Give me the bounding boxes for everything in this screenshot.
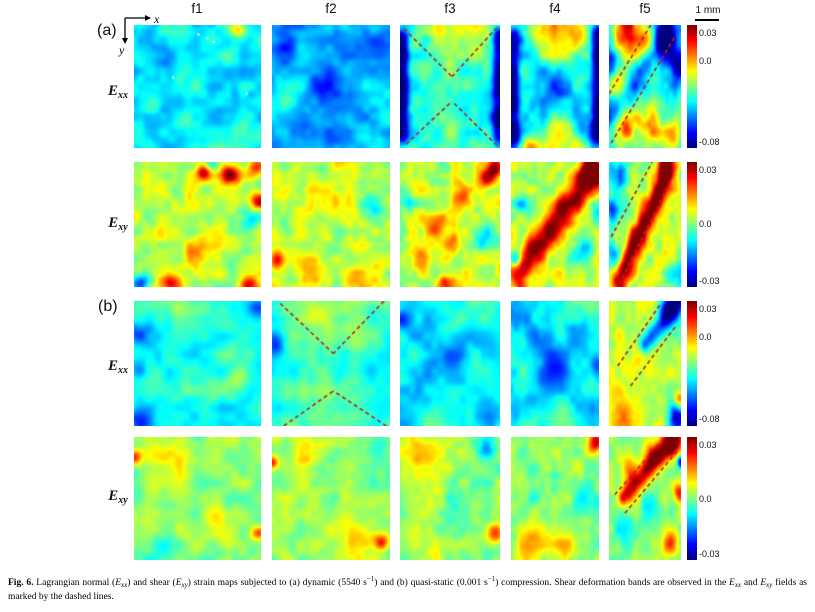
column-label-f4: f4 <box>549 1 561 16</box>
colorbar-tick-label: -0.03 <box>699 549 720 559</box>
caption-segment: Lagrangian normal ( <box>33 578 116 588</box>
caption-segment: ) and shear ( <box>127 578 176 588</box>
heatmap-a_exx-f5 <box>609 25 681 148</box>
panel-a-label: (a) <box>97 22 117 39</box>
heatmap-a_exx-f1 <box>134 25 261 148</box>
strain-subscript: xy <box>118 495 128 506</box>
colorbar-tick-label: -0.08 <box>699 137 720 147</box>
row-label-exy-a: Exy <box>100 215 136 233</box>
colorbar-tick-label: 0.0 <box>699 494 712 504</box>
colorbar-tick-label: -0.03 <box>699 276 720 286</box>
column-label-f2: f2 <box>325 1 337 16</box>
figure-caption: Fig. 6. Lagrangian normal (Exx) and shea… <box>8 574 807 605</box>
heatmap-a_exy-f5 <box>609 162 681 287</box>
column-label-f1: f1 <box>191 1 203 16</box>
caption-segment: xx <box>734 581 742 589</box>
colorbar-b_exy <box>687 437 697 560</box>
strain-subscript: xx <box>118 90 128 101</box>
colorbar-tick-label: 0.0 <box>699 332 712 342</box>
caption-segment: −1 <box>487 575 496 583</box>
row-label-exy-b: Exy <box>100 488 136 506</box>
heatmap-b_exy-f1 <box>134 437 261 560</box>
strain-symbol: E <box>108 488 119 504</box>
heatmap-a_exx-f2 <box>272 25 390 148</box>
caption-segment: E <box>729 578 735 588</box>
colorbar-tick-label: 0.0 <box>699 219 712 229</box>
caption-segment: Fig. 6. <box>8 578 34 588</box>
heatmap-a_exy-f1 <box>134 162 261 287</box>
heatmap-b_exx-f1 <box>134 301 261 426</box>
colorbar-b_exx <box>687 301 697 426</box>
y-arrow-icon <box>122 38 128 44</box>
axis-orientation-indicator: x y <box>118 12 160 57</box>
caption-segment: E <box>760 578 767 588</box>
heatmap-b_exy-f3 <box>400 437 500 560</box>
strain-symbol: E <box>107 83 118 99</box>
heatmap-b_exx-f3 <box>400 301 500 426</box>
caption-segment: xy <box>181 581 188 589</box>
scale-bar-line <box>695 19 719 21</box>
column-label-f5: f5 <box>639 1 651 16</box>
colorbar-tick-label: 0.03 <box>699 440 717 450</box>
caption-segment: E <box>115 578 122 588</box>
heatmap-b_exx-f2 <box>272 301 390 426</box>
strain-subscript: xx <box>118 365 128 376</box>
caption-segment: ) and (b) quasi-static (0.001 s <box>374 578 488 588</box>
row-label-exx-a: Exx <box>100 83 136 101</box>
scale-bar-label: 1 mm <box>695 5 721 16</box>
heatmap-a_exy-f4 <box>511 162 599 287</box>
colorbar-tick-label: -0.08 <box>699 414 720 424</box>
caption-segment: ) strain maps subjected to (a) dynamic (… <box>187 578 367 588</box>
column-label-f3: f3 <box>444 1 456 16</box>
colorbar-tick-label: 0.03 <box>699 304 717 314</box>
caption-segment: −1 <box>366 575 375 583</box>
strain-symbol: E <box>107 358 118 374</box>
colorbar-tick-label: 0.03 <box>699 28 717 38</box>
colorbar-tick-label: 0.03 <box>699 165 717 175</box>
x-axis-label: x <box>153 12 160 26</box>
caption-segment: ) compression. Shear deformation bands a… <box>495 578 730 588</box>
x-arrow-icon <box>145 15 151 21</box>
caption-segment: xy <box>766 581 773 589</box>
heatmap-a_exx-f3 <box>400 25 500 148</box>
colorbar-tick-label: 0.0 <box>699 56 712 66</box>
y-axis-label: y <box>118 43 125 57</box>
heatmap-b_exy-f5 <box>609 437 681 560</box>
strain-subscript: xy <box>118 222 128 233</box>
colorbar-a_exy <box>687 162 697 287</box>
heatmap-b_exx-f4 <box>511 301 599 426</box>
heatmap-a_exy-f2 <box>272 162 390 287</box>
caption-segment: E <box>175 578 182 588</box>
caption-segment: and <box>741 578 761 588</box>
heatmap-b_exy-f2 <box>272 437 390 560</box>
caption-segment: xx <box>121 581 128 589</box>
heatmap-a_exx-f4 <box>511 25 599 148</box>
heatmap-b_exx-f5 <box>609 301 681 426</box>
strain-symbol: E <box>108 215 119 231</box>
heatmap-a_exy-f3 <box>400 162 500 287</box>
colorbar-a_exx <box>687 25 697 148</box>
panel-b-label: (b) <box>98 298 118 315</box>
row-label-exx-b: Exx <box>100 358 136 376</box>
heatmap-b_exy-f4 <box>511 437 599 560</box>
caption-segment: fields as marked by the dashed lines. <box>8 578 808 602</box>
